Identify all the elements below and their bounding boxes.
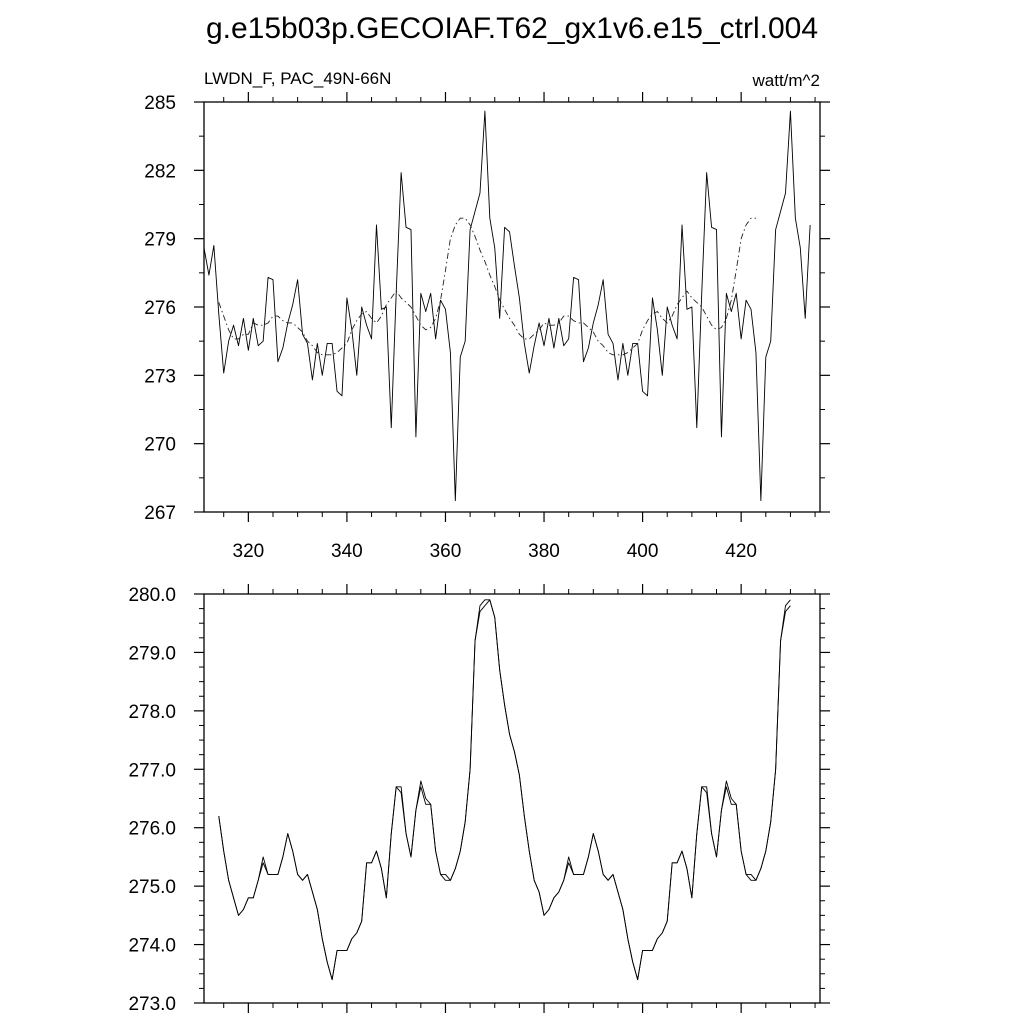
panel-2-y-tick-label: 275.0 bbox=[128, 877, 176, 898]
panel-2-plot: 273.0 274.0 275.0 276.0 277.0 278.0 279.0 280.0 bbox=[128, 584, 830, 1015]
panel-2-y-tick-label: 273.0 bbox=[128, 994, 176, 1015]
figure-title: g.e15b03p.GECOIAF.T62_gx1v6.e15_ctrl.004 bbox=[206, 12, 818, 45]
panel-1-frame bbox=[203, 101, 821, 513]
panel-2-y-tick-label: 280.0 bbox=[128, 585, 176, 606]
panel-2-y-tick-label: 278.0 bbox=[128, 702, 176, 723]
panel-1-x-tick-label: 380 bbox=[528, 541, 560, 562]
panel-2-frame bbox=[203, 593, 821, 1004]
panel-1-series-2-line bbox=[218, 217, 756, 356]
panel-2-series-2-line bbox=[218, 599, 791, 981]
panel-1-plot: 320 340 360 380 400 420 267 270 273 276 279 282 285 bbox=[144, 92, 830, 562]
panel-1-y-tick-label: 285 bbox=[144, 93, 176, 114]
panel-2-y-tick-label: 274.0 bbox=[128, 936, 176, 957]
panel-1-units: watt/m^2 bbox=[752, 71, 821, 90]
panel-2-y-tick-label: 277.0 bbox=[128, 760, 176, 781]
panel-1-y-tick-label: 267 bbox=[144, 503, 176, 524]
panel-1-y-tick-label: 273 bbox=[144, 366, 176, 387]
panel-1-x-tick-label: 340 bbox=[331, 541, 363, 562]
panel-1-x-tick-label: 420 bbox=[725, 541, 757, 562]
panel-2-y-tick-label: 276.0 bbox=[128, 819, 176, 840]
panel-1-y-tick-label: 282 bbox=[144, 161, 176, 182]
panel-1-x-tick-label: 320 bbox=[233, 541, 265, 562]
panel-1-subtitle-left: LWDN_F, PAC_49N-66N bbox=[204, 69, 391, 88]
panel-1-y-tick-label: 279 bbox=[144, 230, 176, 251]
panel-1-y-tick-label: 270 bbox=[144, 435, 176, 456]
panel-2-y-tick-label: 279.0 bbox=[128, 643, 176, 664]
panel-1-x-tick-label: 360 bbox=[430, 541, 462, 562]
panel-1-y-tick-label: 276 bbox=[144, 298, 176, 319]
panel-1-x-tick-label: 400 bbox=[627, 541, 659, 562]
panel-1-series-1-line bbox=[203, 110, 811, 502]
